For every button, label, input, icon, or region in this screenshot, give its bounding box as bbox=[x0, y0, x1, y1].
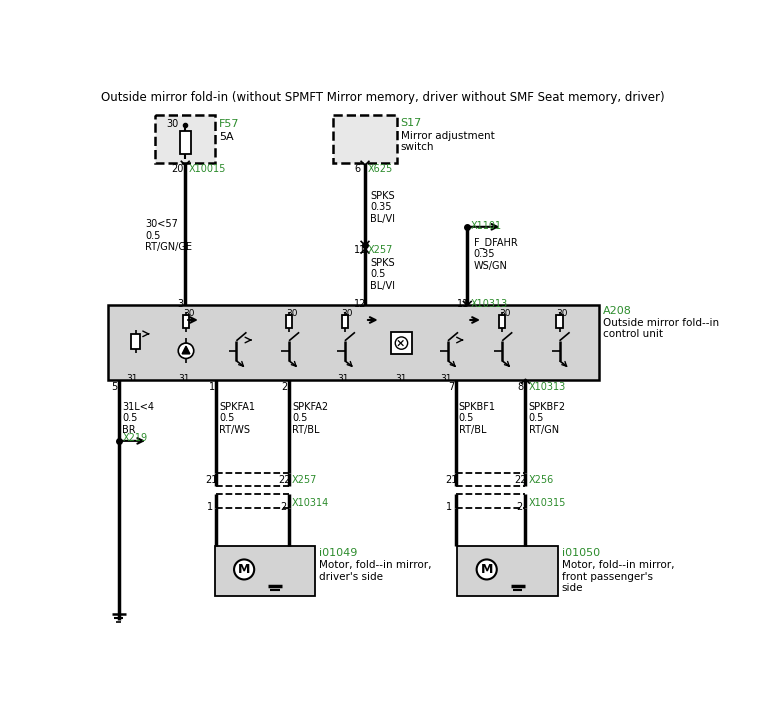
Text: 5A: 5A bbox=[219, 132, 234, 142]
Circle shape bbox=[234, 560, 254, 579]
Text: 30: 30 bbox=[183, 309, 195, 318]
Text: 31: 31 bbox=[126, 374, 138, 383]
Text: M: M bbox=[238, 563, 250, 576]
Text: 2: 2 bbox=[280, 502, 286, 512]
Text: X257: X257 bbox=[292, 475, 318, 485]
Bar bbox=[556, 316, 563, 328]
Text: 12: 12 bbox=[354, 299, 367, 309]
Circle shape bbox=[178, 343, 194, 359]
Text: SPKBF2
0.5
RT/GN: SPKBF2 0.5 RT/GN bbox=[529, 401, 566, 434]
Text: X10313: X10313 bbox=[470, 299, 508, 309]
Bar bbox=[131, 334, 140, 349]
Text: 11: 11 bbox=[456, 299, 469, 309]
Text: X256: X256 bbox=[529, 475, 554, 485]
Text: X625: X625 bbox=[368, 165, 394, 174]
Text: SPKS
0.35
BL/VI: SPKS 0.35 BL/VI bbox=[370, 191, 395, 224]
Text: SPKFA2
0.5
RT/BL: SPKFA2 0.5 RT/BL bbox=[292, 401, 329, 434]
Text: 31: 31 bbox=[337, 374, 349, 383]
Text: X10313: X10313 bbox=[529, 382, 566, 392]
Bar bbox=[286, 316, 292, 328]
Text: 1: 1 bbox=[208, 382, 215, 392]
Text: 31: 31 bbox=[395, 374, 407, 383]
Text: SPKS
0.5
BL/VI: SPKS 0.5 BL/VI bbox=[370, 257, 395, 291]
Bar bbox=[391, 333, 412, 354]
Text: X10314: X10314 bbox=[292, 498, 329, 508]
Text: 21: 21 bbox=[445, 475, 457, 485]
Text: Outside mirror fold--in
control unit: Outside mirror fold--in control unit bbox=[603, 318, 719, 340]
Polygon shape bbox=[182, 346, 190, 354]
Bar bbox=[499, 316, 505, 328]
Text: 30: 30 bbox=[556, 309, 568, 318]
Text: 11: 11 bbox=[354, 245, 367, 255]
Text: 2: 2 bbox=[281, 382, 288, 392]
Text: 5: 5 bbox=[111, 382, 117, 392]
Text: 30: 30 bbox=[286, 309, 298, 318]
Text: SPKFA1
0.5
RT/WS: SPKFA1 0.5 RT/WS bbox=[219, 401, 255, 434]
Text: F_DFAHR
0.35
WS/GN: F_DFAHR 0.35 WS/GN bbox=[474, 237, 517, 271]
Text: X257: X257 bbox=[368, 245, 394, 255]
Text: S17: S17 bbox=[401, 118, 422, 128]
Bar bbox=[108, 304, 599, 380]
Circle shape bbox=[477, 560, 497, 579]
Text: 30<57
0.5
RT/GN/GE: 30<57 0.5 RT/GN/GE bbox=[145, 219, 192, 252]
Text: Outside mirror fold-in (without SPMFT Mirror memory, driver without SMF Seat mem: Outside mirror fold-in (without SPMFT Mi… bbox=[101, 91, 664, 103]
Text: X10315: X10315 bbox=[529, 498, 566, 508]
Text: X1101: X1101 bbox=[470, 221, 501, 231]
Bar bbox=[180, 131, 191, 154]
Bar bbox=[215, 546, 315, 596]
Text: 8: 8 bbox=[518, 382, 524, 392]
Text: 3: 3 bbox=[177, 299, 184, 309]
Text: Motor, fold--in mirror,
front passenger's
side: Motor, fold--in mirror, front passenger'… bbox=[562, 560, 674, 593]
Text: A208: A208 bbox=[603, 306, 632, 316]
Text: 1: 1 bbox=[207, 502, 213, 512]
Text: i01049: i01049 bbox=[319, 548, 358, 558]
Text: 31L<4
0.5
BR: 31L<4 0.5 BR bbox=[122, 401, 154, 434]
Text: M: M bbox=[480, 563, 493, 576]
Text: 22: 22 bbox=[278, 475, 291, 485]
Text: 30: 30 bbox=[499, 309, 511, 318]
Text: SPKBF1
0.5
RT/BL: SPKBF1 0.5 RT/BL bbox=[459, 401, 496, 434]
Text: X219: X219 bbox=[122, 433, 147, 443]
Text: 7: 7 bbox=[448, 382, 454, 392]
Text: Motor, fold--in mirror,
driver's side: Motor, fold--in mirror, driver's side bbox=[319, 560, 432, 582]
Bar bbox=[457, 546, 558, 596]
Text: 22: 22 bbox=[515, 475, 527, 485]
Text: 1: 1 bbox=[446, 502, 453, 512]
Text: 30: 30 bbox=[342, 309, 353, 318]
Text: 6: 6 bbox=[354, 165, 360, 174]
Text: 21: 21 bbox=[205, 475, 218, 485]
Text: 20: 20 bbox=[171, 165, 184, 174]
Text: 31: 31 bbox=[440, 374, 452, 383]
Bar bbox=[333, 115, 397, 163]
Bar bbox=[155, 115, 215, 163]
Text: 2: 2 bbox=[516, 502, 522, 512]
Text: 31: 31 bbox=[178, 374, 190, 383]
Text: F57: F57 bbox=[219, 119, 239, 129]
Text: 30: 30 bbox=[166, 119, 178, 129]
Bar bbox=[342, 316, 348, 328]
Text: Mirror adjustment
switch: Mirror adjustment switch bbox=[401, 131, 494, 152]
Bar bbox=[183, 316, 189, 328]
Text: X10015: X10015 bbox=[188, 165, 226, 174]
Text: i01050: i01050 bbox=[562, 548, 600, 558]
